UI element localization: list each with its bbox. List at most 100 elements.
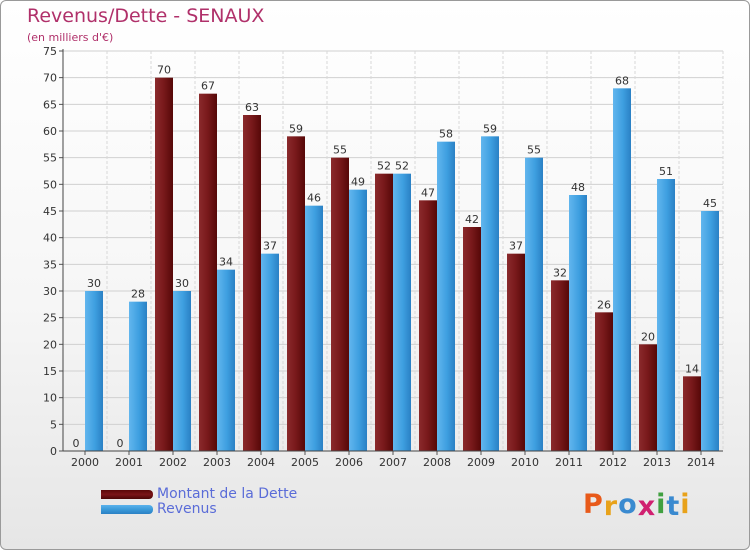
- bar-dette: [199, 93, 217, 452]
- data-label-dette: 63: [245, 101, 259, 114]
- data-label-revenus: 48: [571, 181, 585, 194]
- data-label-dette: 55: [333, 144, 347, 157]
- y-tick-label: 10: [43, 392, 57, 405]
- bar-revenus: [657, 179, 675, 451]
- x-tick-label: 2001: [115, 456, 143, 469]
- bar-dette: [639, 344, 657, 451]
- x-tick-label: 2003: [203, 456, 231, 469]
- bar-revenus: [701, 211, 719, 451]
- legend-swatch-dette: [101, 490, 153, 499]
- bar-dette: [595, 312, 613, 451]
- y-tick-label: 70: [43, 72, 57, 85]
- chart-subtitle: (en milliers d'€): [27, 31, 114, 44]
- bar-revenus: [261, 253, 279, 451]
- x-tick-label: 2008: [423, 456, 451, 469]
- bar-dette: [507, 253, 525, 451]
- data-label-dette: 0: [73, 437, 80, 450]
- bar-revenus: [481, 136, 499, 452]
- data-label-revenus: 52: [395, 160, 409, 173]
- x-tick-label: 2004: [247, 456, 275, 469]
- logo-letter: o: [618, 489, 638, 520]
- bar-revenus: [217, 269, 235, 451]
- x-tick-label: 2014: [687, 456, 715, 469]
- data-label-revenus: 49: [351, 176, 365, 189]
- bar-dette: [287, 136, 305, 452]
- data-label-dette: 37: [509, 240, 523, 253]
- y-tick-label: 20: [43, 338, 57, 351]
- data-label-revenus: 68: [615, 74, 629, 87]
- data-label-dette: 70: [157, 64, 171, 77]
- data-label-dette: 26: [597, 298, 611, 311]
- x-tick-label: 2011: [555, 456, 583, 469]
- data-label-revenus: 55: [527, 144, 541, 157]
- bar-dette: [419, 200, 437, 451]
- legend-swatch-revenus: [101, 505, 153, 514]
- y-tick-label: 65: [43, 98, 57, 111]
- data-label-dette: 20: [641, 330, 655, 343]
- data-label-dette: 32: [553, 266, 567, 279]
- logo-letter: r: [603, 491, 619, 522]
- bar-chart: 0 5 10 15 20 25 30 35 40 45 50 55 60 65 70 75 0 30 2000 0 28…: [43, 45, 724, 469]
- logo-letter: i: [656, 489, 667, 520]
- x-tick-label: 2009: [467, 456, 495, 469]
- y-tick-label: 40: [43, 232, 57, 245]
- logo-letter: i: [680, 489, 691, 520]
- data-label-dette: 0: [117, 437, 124, 450]
- y-tick-label: 55: [43, 152, 57, 165]
- x-tick-label: 2005: [291, 456, 319, 469]
- data-label-revenus: 28: [131, 288, 145, 301]
- bar-dette: [375, 173, 393, 451]
- y-tick-label: 0: [50, 445, 57, 458]
- data-label-revenus: 59: [483, 122, 497, 135]
- y-tick-label: 45: [43, 205, 57, 218]
- bar-dette: [683, 376, 701, 451]
- x-tick-label: 2002: [159, 456, 187, 469]
- bar-revenus: [613, 88, 631, 451]
- y-tick-label: 15: [43, 365, 57, 378]
- legend-label-dette: Montant de la Dette: [157, 486, 298, 502]
- y-tick-label: 75: [43, 45, 57, 58]
- bar-revenus: [305, 205, 323, 451]
- bar-revenus: [393, 173, 411, 451]
- data-label-revenus: 30: [175, 277, 189, 290]
- bar-dette: [155, 77, 173, 452]
- bar-revenus: [569, 195, 587, 451]
- y-tick-label: 60: [43, 125, 57, 138]
- bar-dette: [463, 227, 481, 451]
- data-label-revenus: 34: [219, 256, 233, 269]
- x-tick-label: 2012: [599, 456, 627, 469]
- bar-revenus: [85, 291, 103, 451]
- bar-revenus: [173, 291, 191, 451]
- data-label-dette: 14: [685, 362, 699, 375]
- y-tick-label: 30: [43, 285, 57, 298]
- data-label-revenus: 46: [307, 192, 321, 205]
- data-label-dette: 52: [377, 160, 391, 173]
- x-tick-label: 2010: [511, 456, 539, 469]
- x-tick-label: 2013: [643, 456, 671, 469]
- x-tick-label: 2000: [71, 456, 99, 469]
- bar-revenus: [349, 189, 367, 451]
- y-tick-label: 5: [50, 418, 57, 431]
- data-label-revenus: 45: [703, 197, 717, 210]
- legend-label-revenus: Revenus: [157, 501, 217, 517]
- y-tick-label: 50: [43, 178, 57, 191]
- proxiti-logo: Proxiti: [583, 489, 691, 522]
- data-label-revenus: 30: [87, 277, 101, 290]
- data-label-dette: 59: [289, 122, 303, 135]
- logo-letter: x: [637, 491, 657, 522]
- y-tick-label: 25: [43, 312, 57, 325]
- x-tick-label: 2006: [335, 456, 363, 469]
- bar-revenus: [525, 157, 543, 451]
- y-tick-label: 35: [43, 258, 57, 271]
- data-label-revenus: 51: [659, 165, 673, 178]
- data-label-revenus: 37: [263, 240, 277, 253]
- logo-letter: t: [666, 491, 681, 522]
- bar-dette: [243, 115, 261, 451]
- bar-dette: [331, 157, 349, 451]
- data-label-dette: 42: [465, 213, 479, 226]
- x-tick-label: 2007: [379, 456, 407, 469]
- data-label-dette: 67: [201, 80, 215, 93]
- data-label-revenus: 58: [439, 128, 453, 141]
- logo-letter: P: [583, 489, 604, 520]
